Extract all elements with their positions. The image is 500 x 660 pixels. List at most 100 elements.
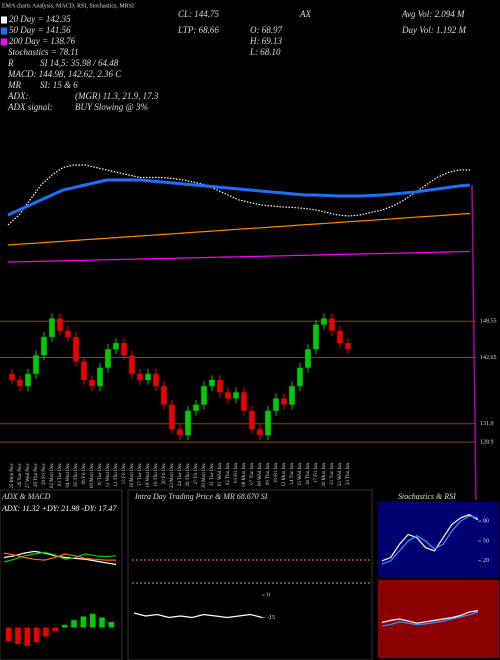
candle-body (137, 373, 143, 380)
x-tick-label: 01 Wed Jan (218, 463, 223, 487)
candle-body (81, 361, 87, 380)
candle-body (169, 404, 175, 430)
stochastics-value: Stochastics = 78.11 (8, 47, 79, 57)
x-tick-label: 06 Mon Jan (242, 463, 247, 487)
candle-body (201, 386, 207, 405)
x-tick-label: 23 Mon Dec (170, 462, 175, 488)
symbol: AX (299, 9, 311, 19)
candle-body (73, 336, 79, 362)
legend-label: 200 Day = 138.76 (9, 36, 76, 46)
x-tick-label: 03 Fri Jan (234, 463, 239, 484)
x-tick-label: 09 Thu Jan (266, 463, 271, 486)
x-tick-label: 30 Mon Dec (202, 462, 207, 488)
rsi-value: SI 14,5: 35.98 / 64.48 (40, 58, 119, 68)
candle-body (105, 349, 111, 368)
candle-body (33, 355, 39, 374)
panel-subtitle: ADX: 11.32 +DY: 21.98 -DY: 17.47 (1, 504, 117, 513)
x-tick-label: 16 Thu Jan (306, 463, 311, 486)
macd-value: MACD: 144.98, 142.62, 2.36 C (7, 69, 122, 79)
bar (80, 616, 87, 628)
x-tick-label: 20 Mon Jan (322, 463, 327, 487)
candle-body (57, 318, 63, 331)
x-tick-label: 05 Thu Dec (74, 462, 79, 486)
candle-body (49, 318, 55, 337)
x-tick-label: 17 Fri Jan (314, 463, 319, 484)
ltp: LTP: 68.66 (177, 25, 219, 35)
close-price: CL: 144.75 (178, 9, 220, 19)
candle-body (257, 429, 263, 436)
candle-body (297, 367, 303, 387)
legend-swatch (1, 16, 7, 24)
candle-body (265, 410, 271, 436)
y-tick-label: 20 (483, 558, 489, 564)
series-line (381, 611, 479, 627)
y-tick-label: 128.9 (480, 440, 494, 446)
x-tick-label: 15 Wed Jan (298, 463, 303, 487)
candle-body (145, 373, 151, 380)
rsi-label: R (7, 58, 14, 68)
x-tick-label: 26 Tue Nov (18, 463, 23, 487)
bar (99, 617, 105, 628)
x-tick-label: 14 Tue Jan (290, 463, 295, 485)
series-line (7, 212, 471, 246)
x-tick-label: 23 Thu Jan (346, 463, 351, 486)
candle-body (17, 380, 23, 387)
candle-body (321, 318, 327, 325)
series-line (7, 250, 471, 263)
panel-title: Stochastics & RSI (398, 492, 456, 501)
candle-body (89, 380, 95, 387)
legend-swatch (1, 38, 7, 46)
y-tick-label: -15 (267, 615, 275, 621)
x-tick-label: 24 Tue Dec (178, 462, 183, 486)
candle-body (233, 392, 239, 399)
legend-label: 20 Day = 142.35 (9, 14, 71, 24)
x-tick-label: 10 Tue Dec (98, 462, 103, 486)
mrsi-label: MR (7, 80, 21, 90)
x-tick-label: 07 Tue Jan (250, 463, 255, 485)
bar (15, 627, 21, 644)
x-tick-label: 18 Wed Dec (146, 462, 151, 487)
x-tick-label: 04 Wed Dec (66, 462, 71, 487)
x-tick-label: 22 Wed Jan (338, 463, 343, 487)
x-tick-label: 02 Thu Jan (226, 463, 231, 486)
candle-body (281, 398, 287, 405)
candle-body (249, 410, 255, 430)
series-line (3, 552, 116, 561)
series-line (133, 612, 263, 619)
x-tick-label: 06 Fri Dec (82, 462, 87, 484)
x-tick-label: 27 Fri Dec (194, 462, 199, 484)
x-tick-label: 20 Fri Dec (162, 462, 167, 484)
bar (71, 620, 77, 628)
panel-frame (0, 489, 123, 660)
x-tick-label: 16 Mon Dec (130, 462, 135, 488)
bar (5, 627, 12, 642)
bar (33, 627, 40, 643)
candle-body (273, 398, 279, 411)
x-tick-label: 11 Wed Dec (106, 462, 111, 487)
candle-body (345, 343, 351, 350)
high-price: H: 69.13 (249, 36, 282, 46)
candle-body (209, 380, 215, 387)
y-tick-label: 0 (267, 592, 270, 598)
candle-body (97, 367, 103, 387)
adx-label: ADX: (7, 91, 29, 101)
x-tick-label: 29 Fri Nov (42, 463, 47, 485)
legend-swatch (1, 27, 7, 35)
candle-body (65, 330, 71, 337)
y-tick-label: 142.65 (480, 355, 497, 361)
candle-body (305, 349, 311, 368)
panel-title: ADX & MACD (1, 492, 51, 501)
bar (43, 627, 49, 637)
candle-body (193, 404, 199, 411)
candle-body (153, 373, 159, 387)
candle-body (41, 336, 47, 356)
adx-value: (MGR) 11.3, 21.9, 17.3 (75, 91, 159, 101)
bar (61, 624, 68, 628)
panel-title: Intra Day Trading Price & MR 68.670 SI (134, 492, 268, 501)
bar (24, 627, 31, 646)
candle-body (113, 343, 119, 350)
series-line (7, 164, 470, 226)
adx-signal-label: ADX signal: (7, 102, 53, 112)
x-tick-label: 25 Mon Nov (10, 463, 15, 489)
